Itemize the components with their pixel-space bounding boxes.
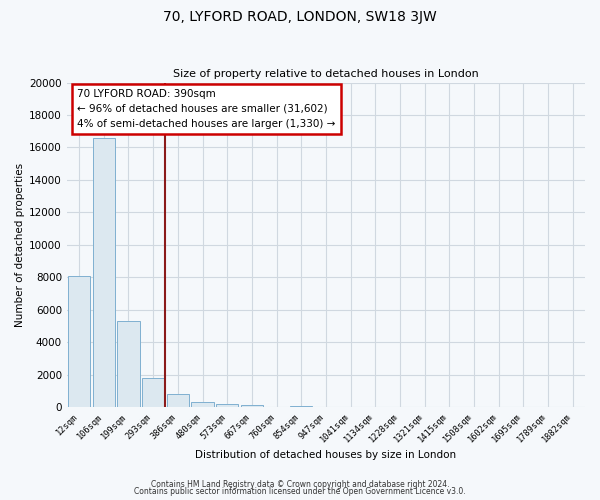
Bar <box>92 138 115 407</box>
X-axis label: Distribution of detached houses by size in London: Distribution of detached houses by size … <box>196 450 457 460</box>
Title: Size of property relative to detached houses in London: Size of property relative to detached ho… <box>173 69 479 79</box>
Text: 70, LYFORD ROAD, LONDON, SW18 3JW: 70, LYFORD ROAD, LONDON, SW18 3JW <box>163 10 437 24</box>
Bar <box>118 321 140 407</box>
Bar <box>142 378 164 407</box>
Bar <box>167 394 189 407</box>
Y-axis label: Number of detached properties: Number of detached properties <box>15 163 25 327</box>
Text: 70 LYFORD ROAD: 390sqm
← 96% of detached houses are smaller (31,602)
4% of semi-: 70 LYFORD ROAD: 390sqm ← 96% of detached… <box>77 89 335 128</box>
Text: Contains HM Land Registry data © Crown copyright and database right 2024.: Contains HM Land Registry data © Crown c… <box>151 480 449 489</box>
Bar <box>290 406 313 407</box>
Bar <box>68 276 90 407</box>
Bar <box>216 404 238 407</box>
Text: Contains public sector information licensed under the Open Government Licence v3: Contains public sector information licen… <box>134 487 466 496</box>
Bar <box>191 402 214 407</box>
Bar <box>241 406 263 407</box>
